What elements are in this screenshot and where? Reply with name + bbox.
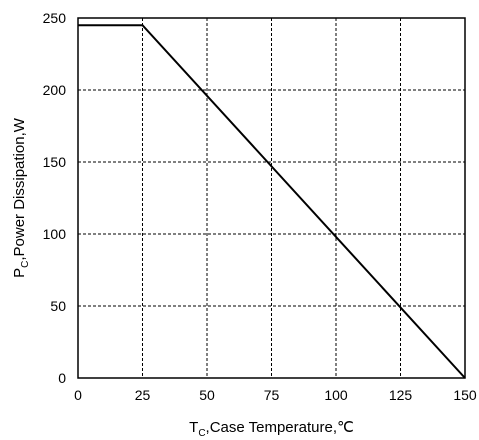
x-tick-label-50: 50: [199, 387, 215, 403]
x-axis-title-main: T: [189, 419, 198, 436]
x-axis-title-rest: ,Case Temperature,℃: [206, 419, 354, 436]
y-tick-label-150: 150: [43, 154, 67, 170]
x-tick-label-125: 125: [389, 387, 413, 403]
y-tick-label-200: 200: [43, 82, 67, 98]
grid-layer: [78, 18, 465, 378]
x-axis-title-subscript: C: [198, 428, 205, 439]
x-tick-label-100: 100: [324, 387, 348, 403]
y-tick-label-0: 0: [58, 370, 66, 386]
x-tick-label-0: 0: [74, 387, 82, 403]
series-line-0: [78, 24, 466, 379]
y-tick-label-100: 100: [43, 226, 67, 242]
x-tick-label-75: 75: [264, 387, 280, 403]
x-tick-label-25: 25: [135, 387, 151, 403]
y-tick-label-50: 50: [50, 298, 66, 314]
y-axis-title: PC,Power Dissipation,W: [11, 117, 31, 278]
y-axis-title-subscript: C: [20, 261, 31, 268]
plot-frame: [77, 17, 466, 379]
y-tick-label-250: 250: [43, 10, 67, 26]
x-tick-label-150: 150: [453, 387, 477, 403]
x-axis-title: TC,Case Temperature,℃: [189, 419, 354, 439]
y-axis-title-rest: ,Power Dissipation,W: [11, 117, 28, 260]
series-layer: [78, 24, 466, 379]
tick-layer: 0 25 50 75 100 125 150 0 50 100 150 200 250: [43, 10, 477, 403]
y-axis-title-main: P: [11, 268, 28, 278]
